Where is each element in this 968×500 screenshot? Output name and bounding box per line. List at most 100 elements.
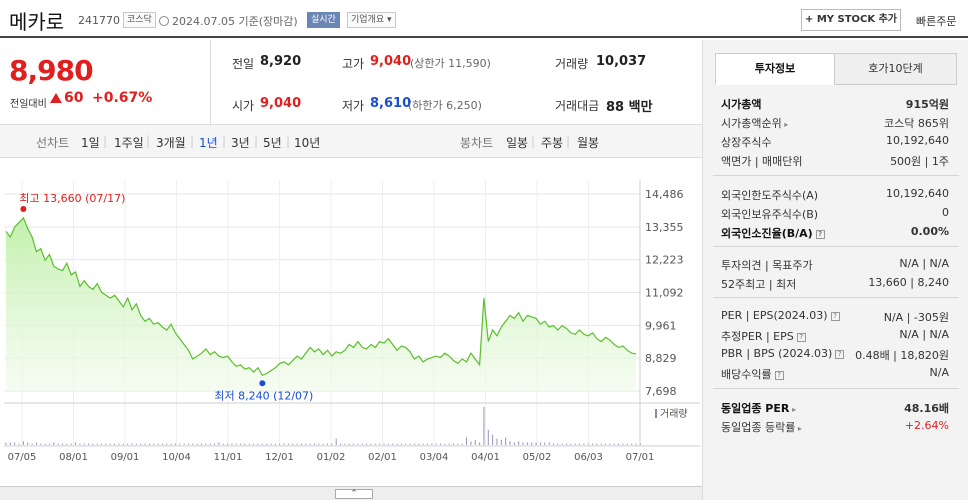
volume-bar — [622, 443, 624, 445]
volume-bar — [513, 442, 515, 445]
x-tick-label: 07/05 — [8, 452, 37, 463]
info-row-label[interactable]: 동일업종 PER ▸ — [721, 402, 797, 415]
x-tick-label: 09/01 — [111, 452, 140, 463]
divider: | — [254, 134, 259, 148]
min-label: 최저 8,240 (12/07) — [214, 389, 313, 402]
realtime-badge[interactable]: 실시간 — [307, 12, 340, 28]
help-icon[interactable]: ? — [774, 371, 784, 380]
volume-bar — [27, 442, 29, 445]
help-icon[interactable]: ? — [796, 333, 806, 342]
info-row-value: 48.16배 — [904, 402, 949, 415]
volume-bar — [292, 443, 294, 445]
amount-label: 거래대금 — [555, 99, 600, 113]
company-info-dropdown[interactable]: 기업개요 ▾ — [347, 12, 396, 28]
volume-bar — [531, 442, 533, 445]
period-5y[interactable]: 5년 — [263, 136, 282, 150]
period-3y[interactable]: 3년 — [231, 136, 250, 150]
volume-bar — [114, 443, 116, 445]
volume-bar — [526, 442, 528, 445]
volume-bar — [57, 443, 59, 445]
volume-bar — [618, 443, 620, 445]
volume-bar — [214, 443, 216, 445]
info-row-label: 투자의견 | 목표주가 — [721, 259, 813, 272]
low-label: 저가 — [342, 99, 365, 113]
price-line — [5, 216, 637, 377]
tab-invest-info[interactable]: 투자정보 — [715, 53, 835, 85]
volume-bar — [318, 443, 320, 445]
prev-close-label: 전일 — [232, 57, 255, 71]
volume-bar — [96, 443, 98, 445]
volume-bar — [227, 443, 229, 445]
candle-weekly[interactable]: 주봉 — [541, 136, 564, 150]
volume-bar — [248, 443, 250, 445]
period-1w[interactable]: 1주일 — [114, 136, 144, 150]
volume-bar — [466, 437, 468, 445]
volume-bar — [448, 443, 450, 445]
divider: | — [286, 134, 291, 148]
line-chart-label: 선차트 — [36, 136, 70, 150]
volume-bar — [270, 443, 272, 445]
high-label: 고가 — [342, 57, 365, 71]
volume-bar — [431, 443, 433, 445]
volume-bar — [187, 443, 189, 445]
info-row: PBR | BPS (2024.03)? 0.48배 | 18,820원 — [721, 345, 949, 363]
x-tick-label: 08/01 — [59, 452, 88, 463]
volume-bar — [409, 443, 411, 445]
price-chart[interactable]: 14,48613,35512,22311,0929,9618,8297,698 … — [0, 160, 702, 490]
x-tick-label: 03/04 — [420, 452, 449, 463]
volume-bar — [635, 443, 637, 445]
volume-bar — [153, 443, 155, 445]
tab-order-book[interactable]: 호가10단계 — [834, 53, 957, 85]
y-tick-label: 12,223 — [645, 254, 684, 267]
x-tick-label: 06/03 — [574, 452, 603, 463]
volume-bar — [257, 443, 259, 445]
period-1y[interactable]: 1년 — [199, 136, 218, 150]
stock-header: 메카로 241770 코스닥 2024.07.05 기준(장마감) 실시간 기업… — [0, 0, 968, 38]
collapse-chart-button[interactable]: ⌃ — [335, 489, 373, 499]
volume-bar — [579, 443, 581, 445]
x-tick-label: 02/01 — [368, 452, 397, 463]
volume-bar — [557, 443, 559, 445]
volume-bar — [244, 443, 246, 445]
volume-bar — [483, 407, 485, 445]
volume-bar — [605, 443, 607, 445]
open-value: 9,040 — [260, 96, 302, 111]
volume-bar — [522, 442, 524, 445]
period-3m[interactable]: 3개월 — [156, 136, 186, 150]
info-row-label[interactable]: 시가총액순위 ▸ — [721, 117, 789, 130]
volume-bar — [570, 443, 572, 445]
quick-order-link[interactable]: 빠른주문 — [916, 15, 957, 28]
volume-bars — [5, 407, 641, 445]
info-row-value: 13,660 | 8,240 — [868, 276, 949, 289]
period-10y[interactable]: 10년 — [294, 136, 321, 150]
volume-bar — [313, 443, 315, 445]
info-row-label: 액면가 | 매매단위 — [721, 155, 803, 168]
period-1d[interactable]: 1일 — [81, 136, 100, 150]
info-row-value: 915억원 — [905, 98, 949, 111]
add-mystock-button[interactable]: + MY STOCK 추가 — [801, 9, 901, 31]
help-icon[interactable]: ? — [830, 312, 840, 321]
volume-bar — [405, 443, 407, 445]
candle-daily[interactable]: 일봉 — [506, 136, 529, 150]
volume-bar — [296, 443, 298, 445]
divider: | — [531, 134, 536, 148]
help-icon[interactable]: ? — [835, 350, 845, 359]
volume-bar — [357, 443, 359, 445]
candle-chart-label: 봉차트 — [460, 136, 494, 150]
volume-bar — [5, 442, 7, 445]
info-row-label[interactable]: 동일업종 등락률 ▸ — [721, 421, 802, 434]
volume-bar — [192, 443, 194, 445]
volume-bar — [439, 443, 441, 445]
candle-monthly[interactable]: 월봉 — [577, 136, 600, 150]
price-box: 8,980 전일대비 60 +0.67% — [0, 40, 211, 124]
help-icon[interactable]: ? — [815, 230, 825, 239]
prev-close-value: 8,920 — [260, 54, 302, 69]
chart-bottom-bar: ⌃ — [0, 486, 702, 500]
info-row: 상장주식수 10,192,640 — [721, 132, 949, 150]
info-row-label: 외국인소진율(B/A)? — [721, 225, 825, 241]
volume-bar — [157, 443, 159, 445]
volume-bar — [48, 443, 50, 445]
up-triangle-icon — [50, 93, 62, 103]
volume-bar — [44, 443, 46, 445]
period-bar: 선차트 1일 | 1주일 | 3개월 | 1년 | 3년 | 5년 | 10년 … — [0, 124, 702, 158]
